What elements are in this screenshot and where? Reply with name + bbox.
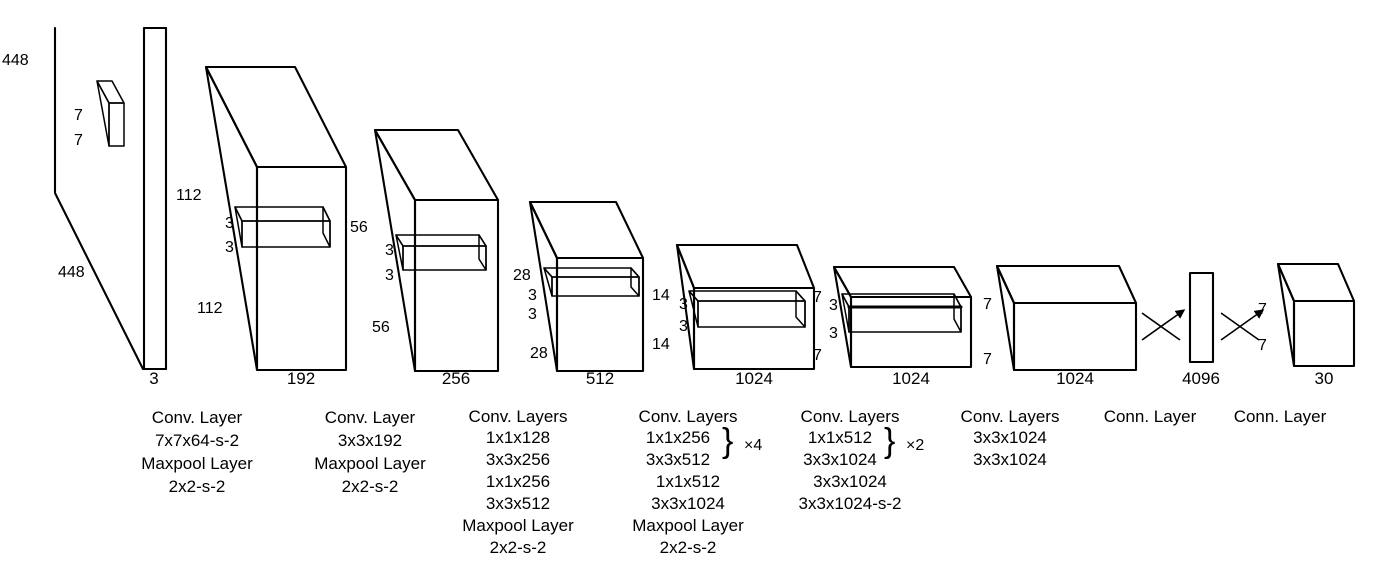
svg-text:7: 7 (983, 296, 992, 313)
svg-text:2x2-s-2: 2x2-s-2 (660, 538, 717, 557)
svg-text:3: 3 (528, 306, 537, 323)
svg-text:1x1x256: 1x1x256 (646, 428, 710, 447)
svg-text:192: 192 (287, 369, 315, 388)
svg-text:1x1x256: 1x1x256 (486, 472, 550, 491)
svg-text:7: 7 (74, 132, 83, 149)
svg-text:3x3x1024-s-2: 3x3x1024-s-2 (798, 494, 901, 513)
svg-text:3x3x192: 3x3x192 (338, 431, 402, 450)
svg-text:3: 3 (225, 239, 234, 256)
svg-text:3: 3 (225, 215, 234, 232)
svg-text:}: } (722, 422, 733, 460)
svg-text:1x1x512: 1x1x512 (656, 472, 720, 491)
svg-text:3x3x512: 3x3x512 (486, 494, 550, 513)
svg-text:28: 28 (530, 345, 548, 362)
svg-text:3: 3 (528, 287, 537, 304)
svg-text:3: 3 (385, 242, 394, 259)
svg-text:7x7x64-s-2: 7x7x64-s-2 (155, 431, 239, 450)
svg-text:448: 448 (2, 52, 29, 69)
svg-text:3: 3 (149, 369, 158, 388)
svg-text:Conn. Layer: Conn. Layer (1234, 407, 1327, 426)
svg-text:Maxpool Layer: Maxpool Layer (314, 454, 426, 473)
svg-text:56: 56 (350, 219, 368, 236)
svg-text:Conv. Layers: Conv. Layers (801, 407, 900, 426)
svg-text:3x3x512: 3x3x512 (646, 450, 710, 469)
svg-text:2x2-s-2: 2x2-s-2 (490, 538, 547, 557)
svg-text:Conv. Layers: Conv. Layers (639, 407, 738, 426)
svg-text:3: 3 (679, 318, 688, 335)
svg-text:7: 7 (1258, 337, 1267, 354)
svg-text:Maxpool Layer: Maxpool Layer (141, 454, 253, 473)
svg-text:7: 7 (813, 289, 822, 306)
svg-text:3: 3 (829, 325, 838, 342)
svg-text:Conn. Layer: Conn. Layer (1104, 407, 1197, 426)
svg-text:56: 56 (372, 319, 390, 336)
svg-text:2x2-s-2: 2x2-s-2 (169, 477, 226, 496)
svg-text:Maxpool Layer: Maxpool Layer (462, 516, 574, 535)
svg-text:30: 30 (1315, 369, 1334, 388)
svg-text:1024: 1024 (735, 369, 773, 388)
svg-text:28: 28 (513, 267, 531, 284)
svg-text:3x3x256: 3x3x256 (486, 450, 550, 469)
svg-text:3x3x1024: 3x3x1024 (973, 428, 1047, 447)
svg-text:448: 448 (58, 264, 85, 281)
svg-text:Conv. Layer: Conv. Layer (325, 408, 416, 427)
svg-text:112: 112 (197, 300, 223, 317)
svg-text:512: 512 (586, 369, 614, 388)
svg-text:4096: 4096 (1182, 369, 1220, 388)
svg-text:3: 3 (679, 296, 688, 313)
svg-text:3: 3 (829, 297, 838, 314)
svg-text:1x1x512: 1x1x512 (808, 428, 872, 447)
svg-text:7: 7 (74, 107, 83, 124)
svg-text:Conv. Layers: Conv. Layers (961, 407, 1060, 426)
svg-text:}: } (884, 422, 895, 460)
svg-text:2x2-s-2: 2x2-s-2 (342, 477, 399, 496)
svg-text:Conv. Layer: Conv. Layer (152, 408, 243, 427)
svg-text:3x3x1024: 3x3x1024 (813, 472, 887, 491)
svg-text:14: 14 (652, 287, 670, 304)
svg-text:×2: ×2 (906, 437, 924, 454)
svg-text:7: 7 (983, 351, 992, 368)
svg-text:3x3x1024: 3x3x1024 (973, 450, 1047, 469)
svg-text:3x3x1024: 3x3x1024 (803, 450, 877, 469)
svg-text:7: 7 (1258, 301, 1267, 318)
svg-text:1024: 1024 (1056, 369, 1094, 388)
svg-text:112: 112 (176, 187, 202, 204)
svg-text:1024: 1024 (892, 369, 930, 388)
svg-text:×4: ×4 (744, 437, 762, 454)
svg-text:Maxpool Layer: Maxpool Layer (632, 516, 744, 535)
svg-text:256: 256 (442, 369, 470, 388)
svg-text:1x1x128: 1x1x128 (486, 428, 550, 447)
svg-text:7: 7 (813, 347, 822, 364)
svg-text:3: 3 (385, 267, 394, 284)
svg-text:3x3x1024: 3x3x1024 (651, 494, 725, 513)
svg-text:Conv. Layers: Conv. Layers (469, 407, 568, 426)
svg-text:14: 14 (652, 336, 670, 353)
